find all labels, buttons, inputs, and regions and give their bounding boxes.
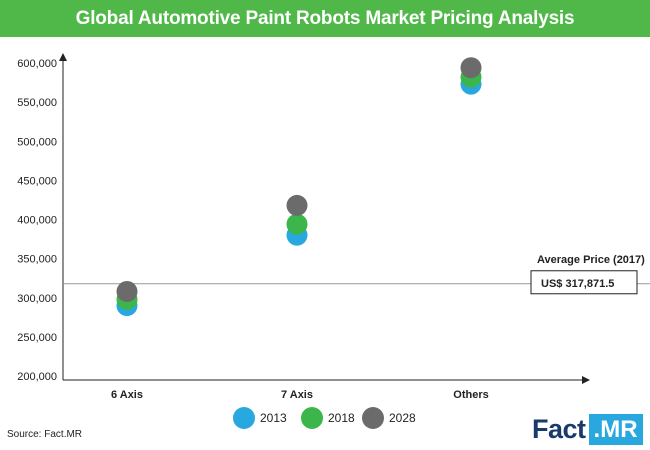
legend-label-2018: 2018: [328, 411, 355, 425]
average-price-value: US$ 317,871.5: [541, 278, 614, 290]
y-tick-label: 600,000: [17, 58, 57, 70]
x-category-label: Others: [453, 389, 488, 401]
legend-label-2028: 2028: [389, 411, 416, 425]
y-tick-label: 450,000: [17, 175, 57, 187]
source-note: Source: Fact.MR: [7, 429, 83, 440]
average-price-label: Average Price (2017): [537, 254, 645, 266]
data-point-2028: [116, 280, 138, 302]
y-tick-label: 350,000: [17, 254, 57, 266]
x-axis-arrow: [582, 376, 590, 384]
legend-marker-2013: [233, 407, 255, 429]
y-axis-arrow: [59, 53, 67, 61]
y-tick-label: 550,000: [17, 97, 57, 109]
chart-title: Global Automotive Paint Robots Market Pr…: [75, 7, 575, 29]
factmr-logo: Fact .MR: [532, 413, 643, 446]
chart-title-bar: Global Automotive Paint Robots Market Pr…: [0, 0, 650, 37]
legend-label-2013: 2013: [260, 411, 287, 425]
x-category-label: 7 Axis: [281, 389, 313, 401]
legend-marker-2028: [362, 407, 384, 429]
data-point-2018: [286, 213, 308, 235]
y-tick-label: 500,000: [17, 136, 57, 148]
legend-marker-2018: [301, 407, 323, 429]
y-tick-label: 300,000: [17, 293, 57, 305]
average-price-box: [530, 270, 638, 295]
data-point-2028: [460, 57, 482, 79]
logo-fact-text: Fact: [532, 414, 586, 444]
y-tick-label: 200,000: [17, 371, 57, 383]
data-point-2028: [286, 194, 308, 216]
y-tick-label: 250,000: [17, 332, 57, 344]
logo-mr-text: .MR: [588, 414, 643, 445]
x-category-label: 6 Axis: [111, 389, 143, 401]
y-tick-label: 400,000: [17, 215, 57, 227]
